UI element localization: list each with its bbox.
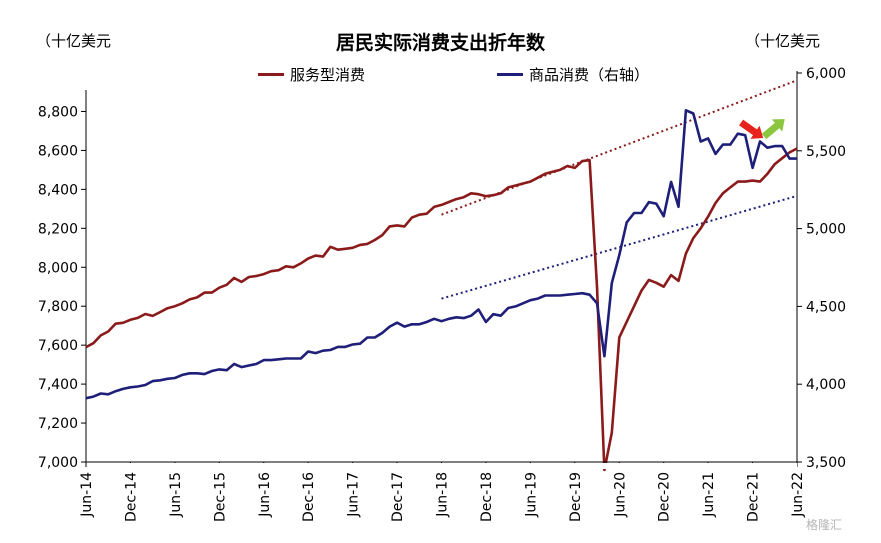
right-tick-label: 5,500 (806, 144, 846, 160)
right-tick-label: 4,000 (806, 377, 846, 393)
x-tick-label: Dec-19 (568, 472, 584, 522)
left-tick-label: 7,600 (38, 338, 78, 354)
trend-line-services (441, 79, 798, 216)
left-tick-label: 8,400 (38, 182, 78, 198)
right-tick-label: 5,000 (806, 222, 846, 238)
x-tick-label: Dec-16 (301, 472, 317, 522)
x-tick-label: Jun-16 (257, 472, 273, 518)
green-arrow-icon (761, 119, 785, 140)
series-line-goods (85, 109, 797, 400)
green-arrow-shape (761, 119, 785, 140)
x-tick-label: Dec-20 (657, 472, 673, 522)
legend-services: 服务型消费 (258, 64, 365, 85)
left-tick-label: 7,200 (38, 416, 78, 432)
red-arrow-shape (739, 119, 764, 139)
x-tick-label: Jun-18 (435, 472, 451, 518)
axis-clip-cover (87, 463, 797, 469)
right-tick-label: 3,500 (806, 455, 846, 471)
right-tick-label: 6,000 (806, 66, 846, 82)
left-tick-label: 7,800 (38, 299, 78, 315)
legend-goods: 商品消费（右轴） (497, 64, 649, 85)
left-tick-label: 7,000 (38, 455, 78, 471)
watermark: 格隆汇 (806, 518, 843, 532)
right-axis-unit: （十亿美元 (745, 32, 821, 50)
x-tick-label: Jun-19 (523, 472, 539, 518)
series-line-services (85, 147, 798, 472)
x-tick-label: Dec-15 (212, 472, 228, 522)
x-tick-label: Jun-14 (79, 472, 95, 518)
x-tick-label: Jun-17 (346, 472, 362, 518)
right-tick-label: 4,500 (806, 299, 846, 315)
left-tick-label: 8,800 (38, 104, 78, 120)
series-lines (85, 109, 798, 472)
red-arrow-icon (739, 119, 764, 139)
x-tick-label: Dec-14 (123, 472, 139, 522)
x-tick-label: Jun-15 (168, 472, 184, 518)
trend-lines (441, 79, 798, 300)
x-tick-label: Dec-21 (746, 472, 762, 522)
left-tick-label: 8,200 (38, 221, 78, 237)
axes: 7,000 7,200 7,400 7,600 7,800 8,000 8,200 8,400… (38, 66, 846, 522)
legend-swatch-services (258, 73, 284, 76)
left-tick-label: 7,400 (38, 377, 78, 393)
left-axis-unit: （十亿美元 (36, 32, 112, 50)
chart-title: 居民实际消费支出折年数 (335, 32, 545, 54)
legend-label-services: 服务型消费 (290, 66, 366, 84)
x-tick-label: Jun-22 (790, 472, 806, 518)
legend-label-goods: 商品消费（右轴） (529, 66, 650, 84)
left-tick-label: 8,000 (38, 260, 78, 276)
x-tick-label: Dec-17 (390, 472, 406, 522)
x-tick-label: Jun-21 (701, 472, 717, 518)
trend-line-goods (441, 194, 798, 300)
x-tick-label: Dec-18 (479, 472, 495, 522)
annotations (739, 119, 785, 140)
left-tick-label: 8,600 (38, 143, 78, 159)
x-tick-label: Jun-20 (612, 472, 628, 518)
legend-swatch-goods (497, 73, 523, 76)
